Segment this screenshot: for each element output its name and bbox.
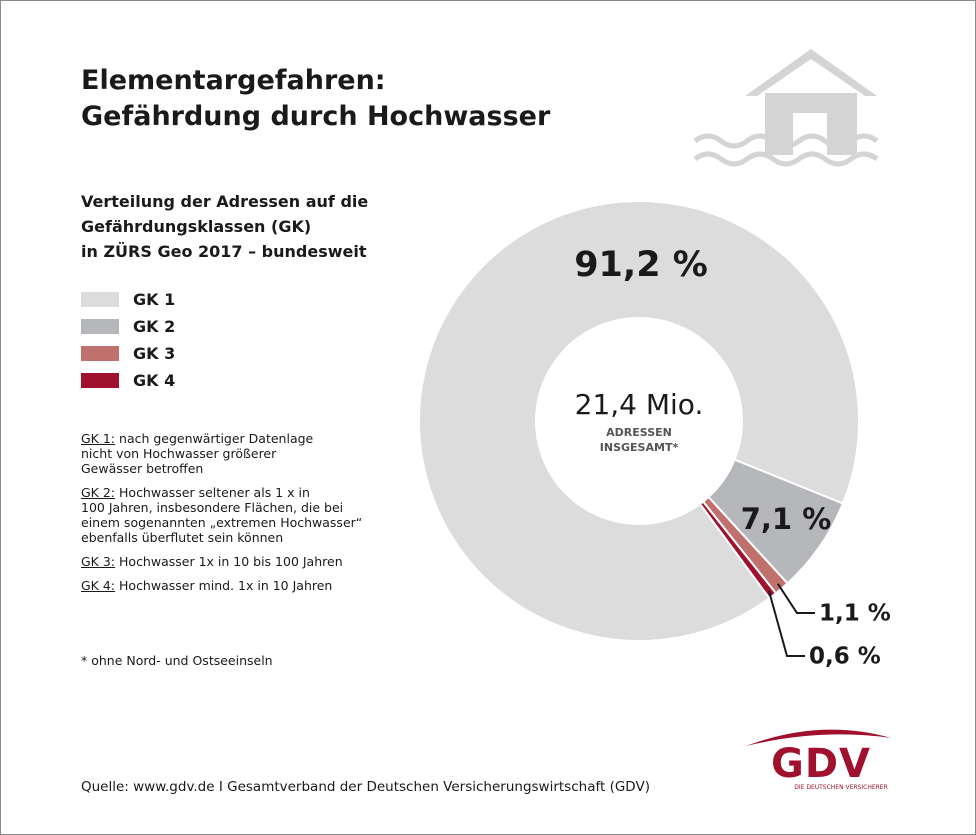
- note-line: einem sogenannten „extremen Hochwasser“: [81, 515, 362, 530]
- note-line: Gewässer betroffen: [81, 461, 362, 476]
- note-line: ebenfalls überflutet sein können: [81, 530, 362, 545]
- logo-arc: [746, 729, 891, 746]
- note-text: einem sogenannten „extremen Hochwasser“: [81, 515, 363, 530]
- note-term: GK 1:: [81, 431, 116, 446]
- note-text: Gewässer betroffen: [81, 461, 204, 476]
- center-caption: INSGESAMT*: [600, 441, 679, 454]
- legend-item: GK 1: [81, 286, 175, 313]
- data-label: 7,1 %: [741, 502, 832, 536]
- note-text: Hochwasser mind. 1x in 10 Jahren: [119, 578, 333, 593]
- legend-label: GK 4: [133, 371, 176, 390]
- legend-label: GK 3: [133, 344, 176, 363]
- note-term: GK 2:: [81, 485, 116, 500]
- legend-swatch: [81, 292, 119, 307]
- legend-item: GK 4: [81, 367, 175, 394]
- waves: [693, 133, 879, 167]
- center-caption: ADRESSEN: [606, 426, 672, 439]
- data-label: 0,6 %: [809, 644, 881, 670]
- source: Quelle: www.gdv.de I Gesamtverband der D…: [81, 779, 650, 795]
- legend-swatch: [81, 319, 119, 334]
- legend-swatch: [81, 373, 119, 388]
- data-label: 91,2 %: [574, 245, 708, 285]
- note-line: GK 2: Hochwasser seltener als 1 x in: [81, 485, 362, 500]
- logo: GDV DIE DEUTSCHEN VERSICHERER: [741, 726, 901, 791]
- subtitle: Verteilung der Adressen auf die Gefährdun…: [81, 192, 369, 261]
- leader-line: [777, 583, 815, 614]
- note-line: GK 4: Hochwasser mind. 1x in 10 Jahren: [81, 578, 362, 593]
- note-text: Hochwasser seltener als 1 x in: [119, 485, 310, 500]
- legend-item: GK 2: [81, 313, 175, 340]
- leader-line: [768, 590, 805, 657]
- center-value: 21,4 Mio.: [575, 388, 704, 421]
- note-line: GK 3: Hochwasser 1x in 10 bis 100 Jahren: [81, 554, 362, 569]
- legend-label: GK 2: [133, 317, 176, 336]
- footnote: * ohne Nord- und Ostseeinseln: [81, 653, 273, 668]
- note-line: 100 Jahren, insbesondere Flächen, die be…: [81, 500, 362, 515]
- legend-swatch: [81, 346, 119, 361]
- note-text: nicht von Hochwasser größerer: [81, 446, 277, 461]
- note-text: nach gegenwärtiger Datenlage: [119, 431, 314, 446]
- legend-label: GK 1: [133, 290, 176, 309]
- data-label: 1,1 %: [819, 601, 891, 627]
- note-text: ebenfalls überflutet sein können: [81, 530, 284, 545]
- note-text: Hochwasser 1x in 10 bis 100 Jahren: [119, 554, 343, 569]
- note: GK 4: Hochwasser mind. 1x in 10 Jahren: [81, 578, 362, 593]
- logo-tagline: DIE DEUTSCHEN VERSICHERER: [794, 784, 888, 791]
- title: Elementargefahren: Gefährdung durch Hochw…: [81, 65, 551, 132]
- note: GK 2: Hochwasser seltener als 1 x in 100 …: [81, 485, 362, 545]
- legend-item: GK 3: [81, 340, 175, 367]
- note-text: 100 Jahren, insbesondere Flächen, die be…: [81, 500, 344, 515]
- note-line: GK 1: nach gegenwärtiger Datenlage: [81, 431, 362, 446]
- notes: GK 1: nach gegenwärtiger Datenlage nicht …: [81, 431, 362, 602]
- logo-name: GDV: [771, 741, 871, 787]
- legend: GK 1 GK 2 GK 3 GK 4: [81, 286, 175, 394]
- note-term: GK 3:: [81, 554, 116, 569]
- note: GK 1: nach gegenwärtiger Datenlage nicht …: [81, 431, 362, 476]
- note-term: GK 4:: [81, 578, 116, 593]
- donut-segment: [418, 200, 860, 642]
- note-line: nicht von Hochwasser größerer: [81, 446, 362, 461]
- note: GK 3: Hochwasser 1x in 10 bis 100 Jahren: [81, 554, 362, 569]
